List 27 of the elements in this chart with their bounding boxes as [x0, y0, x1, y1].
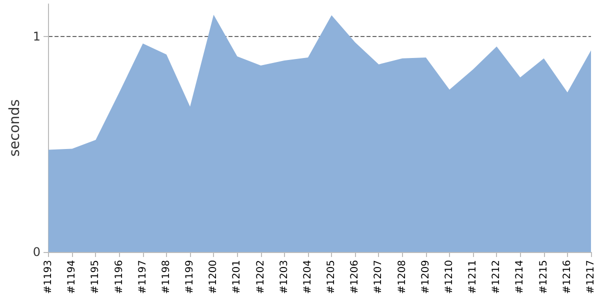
y-tick-label: 1: [32, 29, 41, 44]
x-tick-label: #1210: [444, 260, 455, 294]
x-tick-label: #1203: [278, 260, 290, 294]
x-tick-label: #1201: [232, 260, 243, 294]
x-tick-label: #1216: [562, 260, 573, 294]
x-tick-label: #1204: [302, 260, 314, 294]
y-axis-title: seconds: [7, 99, 23, 157]
x-tick-label: #1217: [586, 260, 596, 294]
x-tick-label: #1212: [491, 260, 502, 294]
x-tick-label: #1199: [184, 260, 196, 294]
x-tick-label: #1198: [160, 260, 172, 294]
x-tick-label: #1207: [373, 260, 384, 294]
x-tick-label: #1209: [420, 260, 432, 294]
x-tick-label: #1208: [396, 260, 408, 294]
x-tick-label: #1196: [114, 260, 125, 294]
x-tick-label: #1197: [137, 260, 148, 294]
x-tick-label: #1215: [538, 260, 550, 294]
x-tick-label: #1200: [208, 260, 220, 294]
x-tick-label: #1193: [43, 260, 54, 294]
x-tick-label: #1194: [66, 260, 78, 294]
x-tick-label: #1195: [90, 260, 102, 294]
x-tick-label: #1205: [326, 260, 338, 294]
x-tick-label: #1211: [468, 260, 479, 294]
y-tick-label: 0: [32, 245, 41, 259]
x-tick-label: #1214: [514, 260, 526, 294]
x-tick-label: #1202: [255, 260, 266, 294]
x-tick-label: #1206: [350, 260, 361, 294]
